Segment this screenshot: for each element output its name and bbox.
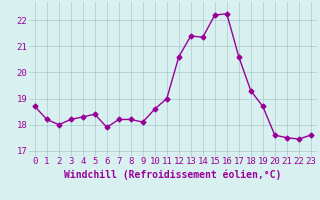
X-axis label: Windchill (Refroidissement éolien,°C): Windchill (Refroidissement éolien,°C) [64,169,282,180]
